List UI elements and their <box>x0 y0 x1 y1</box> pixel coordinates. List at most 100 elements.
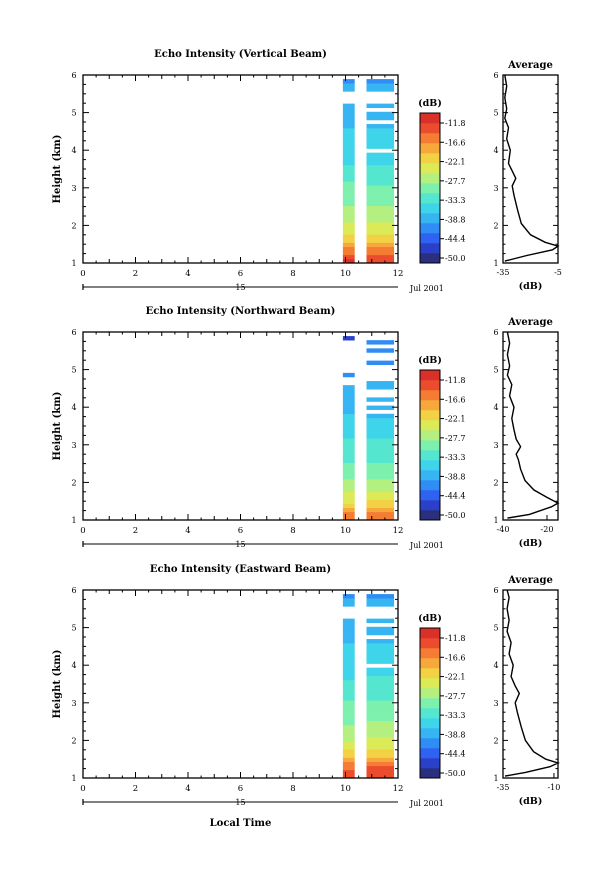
echo-cell <box>366 598 395 603</box>
echo-cell <box>366 503 395 509</box>
y-tick-label: 3 <box>71 184 76 193</box>
echo-cell <box>342 466 355 472</box>
colorbar-swatch <box>420 113 440 124</box>
echo-cell <box>342 173 355 178</box>
echo-cell <box>342 222 355 227</box>
echo-cell <box>366 602 395 607</box>
echo-cell <box>342 684 355 689</box>
echo-cell <box>366 507 395 513</box>
colorbar-swatch <box>420 400 440 411</box>
echo-cell <box>366 773 395 779</box>
colorbar-tick-label: -44.4 <box>445 235 466 244</box>
echo-cell <box>366 511 395 517</box>
y-tick-label: 4 <box>71 146 76 155</box>
echo-cell <box>342 144 355 149</box>
echo-cell <box>342 598 355 603</box>
echo-cell <box>342 238 355 243</box>
echo-cell <box>366 684 395 689</box>
average-profile-line <box>506 331 560 519</box>
echo-cell <box>366 83 395 88</box>
echo-cell <box>342 708 355 713</box>
date-month-year: Jul 2001 <box>409 799 444 808</box>
echo-cell <box>342 430 355 435</box>
echo-cell <box>342 749 355 754</box>
colorbar-tick-label: -44.4 <box>445 492 466 501</box>
echo-cell <box>342 156 355 162</box>
echo-cell <box>366 226 395 231</box>
colorbar-unit: (dB) <box>418 355 442 366</box>
colorbar-swatch <box>420 173 440 184</box>
echo-cell <box>342 643 355 648</box>
colorbar-swatch <box>420 123 440 134</box>
colorbar-tick-label: -38.8 <box>445 472 466 481</box>
colorbar-swatch <box>420 193 440 204</box>
x-tick-label: 0 <box>80 784 85 794</box>
colorbar-unit: (dB) <box>418 613 442 624</box>
colorbar-tick-label: -22.1 <box>445 158 466 167</box>
average-frame <box>502 589 559 779</box>
x-tick-label: 6 <box>238 526 243 536</box>
y-tick-label: 5 <box>71 109 76 118</box>
echo-cell <box>342 132 355 137</box>
echo-cell <box>342 79 355 84</box>
y-tick-label: 3 <box>71 441 76 450</box>
average-y-tick-label: 5 <box>493 624 498 633</box>
y-tick-label: 2 <box>71 221 76 230</box>
colorbar-swatch <box>420 510 440 521</box>
echo-cell <box>366 197 395 202</box>
x-tick-label: 12 <box>393 269 404 279</box>
colorbar-tick-label: -22.1 <box>445 673 466 682</box>
echo-cell <box>342 655 355 660</box>
y-tick-label: 5 <box>71 624 76 633</box>
average-title: Average <box>507 317 553 328</box>
echo-cell <box>366 515 395 521</box>
echo-cell <box>366 655 395 660</box>
average-y-tick-label: 3 <box>493 699 498 708</box>
echo-cell <box>342 696 355 701</box>
echo-cell <box>342 409 355 415</box>
x-tick-label: 12 <box>393 784 404 794</box>
echo-cell <box>366 491 395 496</box>
echo-cell <box>366 258 395 264</box>
average-y-tick-label: 1 <box>493 774 498 783</box>
colorbar-tick-label: -16.6 <box>445 138 466 147</box>
echo-cell <box>366 630 395 636</box>
colorbar-swatch <box>420 708 440 719</box>
colorbar-swatch <box>420 163 440 174</box>
echo-cell <box>342 83 355 88</box>
echo-cell <box>342 169 355 174</box>
colorbar-swatch <box>420 668 440 679</box>
echo-cell <box>342 507 355 513</box>
echo-cell <box>342 152 355 158</box>
echo-cell <box>366 487 395 492</box>
echo-cell <box>342 675 355 681</box>
colorbar-swatch <box>420 253 440 264</box>
x-tick-label: 12 <box>393 526 404 536</box>
x-tick-label: 6 <box>238 784 243 794</box>
average-title: Average <box>507 60 553 71</box>
colorbar-swatch <box>420 628 440 639</box>
average-y-tick-label: 6 <box>493 328 498 337</box>
echo-cell <box>342 511 355 517</box>
echo-cell <box>366 156 395 162</box>
echo-cell <box>342 470 355 476</box>
echo-cell <box>366 385 395 390</box>
echo-cell <box>342 483 355 488</box>
echo-cell <box>366 218 395 223</box>
colorbar-frame <box>419 627 441 779</box>
colorbar-swatch <box>420 738 440 749</box>
echo-cell <box>342 679 355 685</box>
echo-cell <box>366 479 395 484</box>
echo-cell <box>366 466 395 472</box>
echo-cell <box>342 234 355 239</box>
colorbar-tick-label: -33.3 <box>445 196 466 205</box>
echo-cell <box>366 446 395 451</box>
x-tick-label: 10 <box>340 784 351 794</box>
echo-cell <box>366 745 395 750</box>
echo-cell <box>342 372 355 378</box>
echo-cell <box>366 132 395 137</box>
average-profile-line <box>504 74 560 262</box>
echo-cell <box>342 209 355 215</box>
echo-cell <box>342 594 355 599</box>
panel-title: Echo Intensity (Eastward Beam) <box>150 564 331 575</box>
